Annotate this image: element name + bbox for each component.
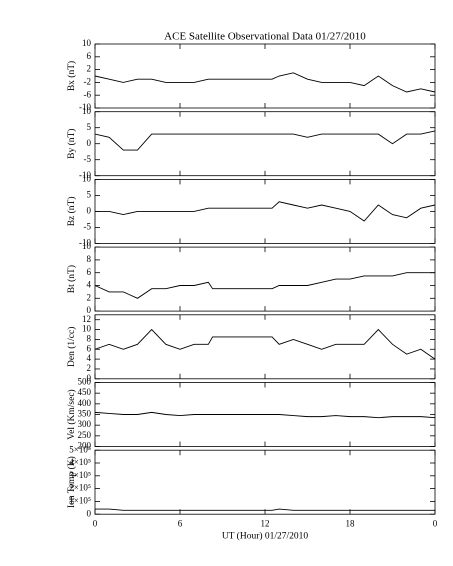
- y-tick-label: 2: [87, 64, 92, 74]
- data-line: [95, 508, 435, 511]
- y-tick-label: 2×10⁵: [69, 483, 91, 493]
- x-tick-label: 18: [346, 518, 356, 528]
- y-tick-label: 400: [78, 398, 92, 408]
- x-tick-label: 12: [261, 518, 270, 528]
- y-tick-label: 2: [87, 363, 92, 373]
- panel-frame: [94, 449, 436, 515]
- y-tick-label: 12: [82, 314, 91, 324]
- y-tick-label: 0: [87, 305, 92, 315]
- y-tick-label: 300: [78, 419, 92, 429]
- x-tick-label: 0: [93, 518, 98, 528]
- y-tick-label: -5: [84, 221, 92, 231]
- data-line: [94, 72, 436, 93]
- panel-frame: [94, 314, 436, 380]
- y-tick-label: 4: [87, 280, 92, 290]
- y-tick-label: -5: [84, 154, 92, 164]
- panel-frame: [94, 43, 436, 109]
- panel-frame: [94, 246, 436, 312]
- y-tick-label: 4×10⁵: [69, 457, 91, 467]
- y-tick-label: -2: [84, 76, 92, 86]
- y-axis-title: Den (1/cc): [66, 327, 77, 367]
- y-axis-title: Vel (Km/sec): [66, 389, 77, 439]
- y-tick-label: 10: [82, 241, 92, 251]
- y-tick-label: 2: [87, 292, 92, 302]
- y-tick-label: 1×10⁵: [69, 495, 91, 505]
- y-tick-label: 10: [82, 173, 92, 183]
- y-tick-label: 5×10⁵: [69, 444, 91, 454]
- y-tick-label: 5: [87, 189, 92, 199]
- y-tick-label: 8: [87, 254, 92, 264]
- x-axis-title: UT (Hour) 01/27/2010: [222, 530, 309, 541]
- y-tick-label: 10: [82, 38, 92, 48]
- y-tick-label: 8: [87, 333, 92, 343]
- y-tick-label: 350: [78, 409, 92, 419]
- y-axis-title: Bx (nT): [66, 61, 77, 91]
- y-tick-label: 6: [87, 51, 92, 61]
- data-line: [94, 411, 436, 419]
- y-tick-label: -10: [79, 102, 91, 112]
- y-tick-label: 6: [87, 267, 92, 277]
- y-tick-label: -6: [84, 89, 92, 99]
- y-tick-label: 250: [78, 430, 92, 440]
- y-tick-label: 0: [87, 508, 92, 518]
- x-tick-label: 6: [178, 518, 183, 528]
- data-line: [94, 328, 436, 360]
- y-tick-label: 6: [87, 343, 92, 353]
- y-tick-label: 0: [87, 138, 92, 148]
- y-tick-label: 4: [87, 353, 92, 363]
- y-tick-label: 0: [87, 373, 92, 383]
- y-tick-label: 200: [78, 441, 92, 451]
- y-tick-label: -10: [79, 237, 91, 247]
- y-tick-label: 0: [87, 205, 92, 215]
- data-line: [95, 201, 436, 222]
- panel-frame: [94, 111, 436, 177]
- y-axis-title: Ion Temp (K): [66, 456, 77, 508]
- y-tick-label: 500: [78, 377, 92, 387]
- data-line: [94, 272, 435, 299]
- y-tick-label: 450: [78, 387, 92, 397]
- y-tick-label: 10: [82, 324, 92, 334]
- y-axis-title: Bz (nT): [66, 196, 77, 226]
- y-axis-title: Bt (nT): [66, 265, 77, 293]
- y-tick-label: 5: [87, 122, 92, 132]
- x-tick-label: 0: [433, 518, 438, 528]
- y-tick-label: -10: [79, 170, 91, 180]
- chart-title: ACE Satellite Observational Data 01/27/2…: [164, 31, 366, 43]
- y-tick-label: 3×10⁵: [69, 470, 91, 480]
- data-line: [94, 130, 436, 151]
- y-axis-title: By (nT): [66, 129, 77, 159]
- y-tick-label: 10: [82, 106, 92, 116]
